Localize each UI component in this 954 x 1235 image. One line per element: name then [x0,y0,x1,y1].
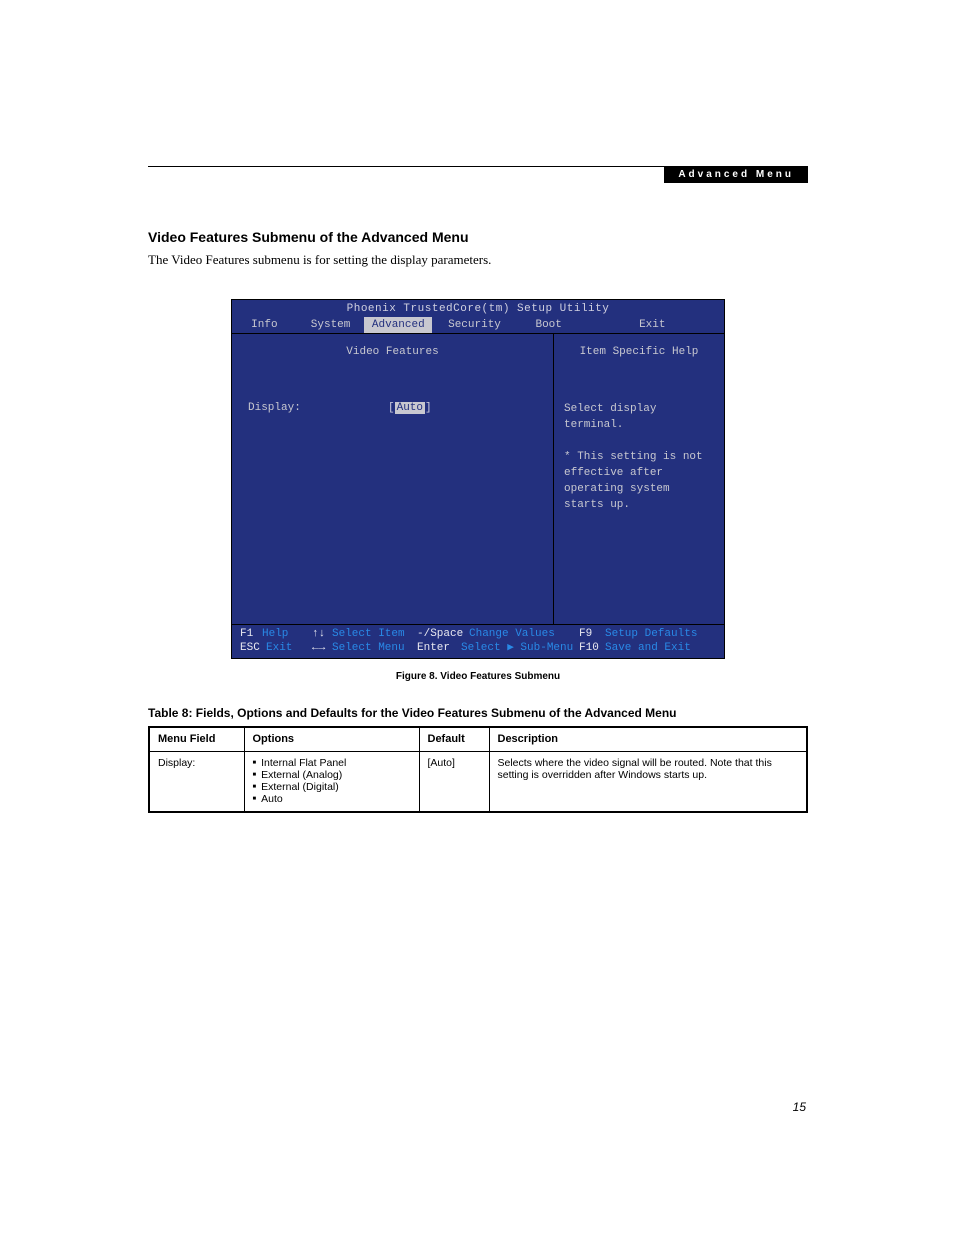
bios-action: Select ▶ Sub-Menu [461,640,579,654]
bios-footer-row: ESCExit←→Select MenuEnterSelect ▶ Sub-Me… [240,640,716,654]
bios-action: Exit [266,642,312,654]
table-header: Menu Field [149,727,244,752]
table-header: Options [244,727,419,752]
bios-tab-system[interactable]: System [297,317,365,333]
cell-description: Selects where the video signal will be r… [489,752,807,813]
table-header: Default [419,727,489,752]
bios-right-header: Item Specific Help [554,334,724,368]
bios-action: Help [262,628,312,640]
list-item: External (Digital) [253,781,411,793]
header-label: Advanced Menu [664,166,808,183]
table-caption: Table 8: Fields, Options and Defaults fo… [148,706,808,720]
list-item: Auto [253,793,411,805]
bios-key: ESC [240,642,266,654]
bios-help-line: starts up. [564,498,714,514]
bios-key: Enter [417,642,461,654]
bios-tab-exit[interactable]: Exit [581,317,724,333]
fields-table: Menu FieldOptionsDefaultDescription Disp… [148,726,808,813]
bios-help-text: Select display terminal. * This setting … [554,368,724,514]
section-intro: The Video Features submenu is for settin… [148,251,808,269]
bios-action: Save and Exit [605,642,705,654]
list-item: Internal Flat Panel [253,757,411,769]
bios-title: Phoenix TrustedCore(tm) Setup Utility [232,300,724,317]
bios-bracket-open: [ [388,402,395,414]
bios-help-line: effective after [564,466,714,482]
bios-arrow-icon: ←→ [312,642,332,654]
bios-action: Select Menu [332,642,417,654]
bios-panel: Phoenix TrustedCore(tm) Setup Utility In… [231,299,725,659]
figure-caption: Figure 8. Video Features Submenu [148,671,808,682]
bios-key: F1 [240,628,262,640]
bios-action: Select Item [332,628,417,640]
bios-footer-row: F1Help↑↓Select Item-/SpaceChange ValuesF… [240,628,716,640]
bios-help-line: operating system [564,482,714,498]
bios-key: F9 [579,628,605,640]
bios-key: F10 [579,642,605,654]
table-row: Display:Internal Flat PanelExternal (Ana… [149,752,807,813]
bios-tab-info[interactable]: Info [232,317,297,333]
cell-options: Internal Flat PanelExternal (Analog)Exte… [244,752,419,813]
bios-tab-security[interactable]: Security [432,317,517,333]
bios-tab-boot[interactable]: Boot [517,317,581,333]
section-title: Video Features Submenu of the Advanced M… [148,229,808,245]
bios-action: Change Values [469,628,579,640]
cell-field: Display: [149,752,244,813]
bios-key: -/Space [417,628,469,640]
table-header: Description [489,727,807,752]
bios-field-label: Display: [248,402,388,415]
page-number: 15 [793,1100,806,1114]
bios-left-header: Video Features [232,334,553,368]
bios-tab-bar: InfoSystemAdvancedSecurityBootExit [232,317,724,334]
cell-default: [Auto] [419,752,489,813]
list-item: External (Analog) [253,769,411,781]
bios-arrow-icon: ↑↓ [312,628,332,640]
bios-action: Setup Defaults [605,628,705,640]
bios-help-line: * This setting is not [564,450,714,466]
bios-field-wrapper: [Auto] [388,402,432,415]
bios-field-value[interactable]: Auto [395,402,425,414]
bios-footer: F1Help↑↓Select Item-/SpaceChange ValuesF… [232,624,724,658]
bios-help-line [564,434,714,450]
bios-tab-advanced[interactable]: Advanced [364,317,432,333]
bios-bracket-close: ] [425,402,432,414]
bios-help-line: Select display terminal. [564,402,714,434]
